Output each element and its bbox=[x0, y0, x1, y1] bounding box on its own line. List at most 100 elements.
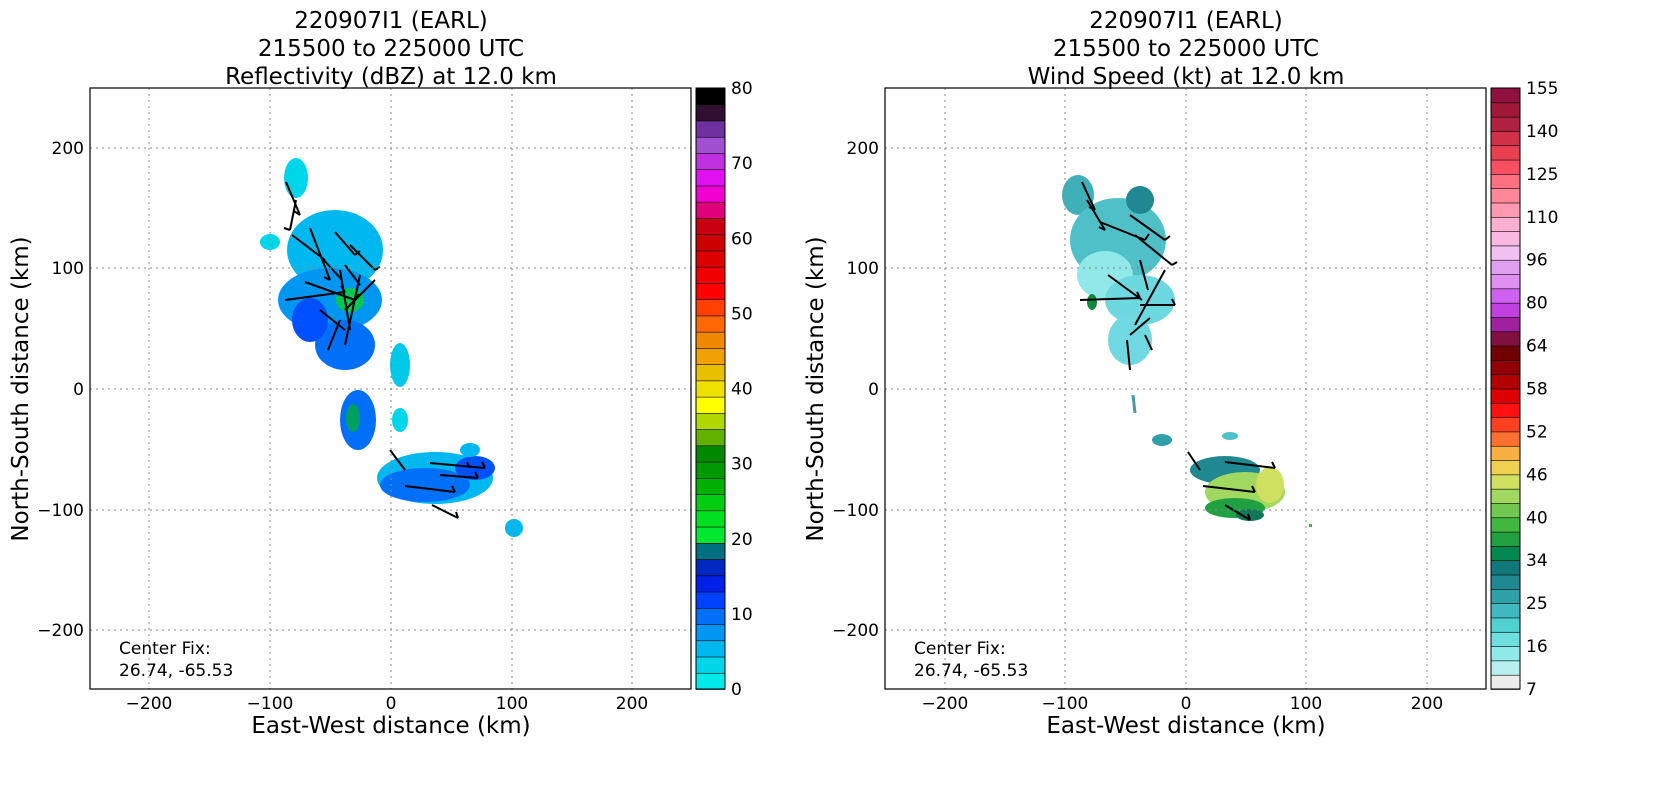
colorbar-swatch bbox=[1490, 230, 1521, 247]
panel-title-line-3: Reflectivity (dBZ) at 12.0 km bbox=[225, 64, 557, 90]
colorbar-swatch bbox=[1490, 173, 1521, 189]
colorbar-swatch bbox=[1490, 516, 1521, 533]
colorbar-swatch bbox=[695, 298, 726, 317]
center-fix-value: 26.74, -65.53 bbox=[119, 661, 233, 681]
wind-axes-frame bbox=[884, 87, 1487, 690]
colorbar-swatch bbox=[1490, 159, 1521, 175]
wind-colorbar: 7 16 25 34 40 46 52 58 64 80 96 110 125 140 155 bbox=[1490, 79, 1558, 700]
panel-title-line-1: 220907I1 (EARL) bbox=[1089, 8, 1283, 34]
colorbar-swatch bbox=[695, 542, 726, 560]
colorbar-swatch bbox=[695, 103, 726, 122]
colorbar-swatch bbox=[695, 591, 726, 609]
colorbar-tick-label: 60 bbox=[731, 229, 753, 249]
colorbar-swatch bbox=[695, 168, 726, 187]
colorbar-swatch bbox=[695, 526, 726, 544]
x-axis-label: East-West distance (km) bbox=[1046, 713, 1325, 739]
colorbar-swatch bbox=[695, 445, 726, 463]
colorbar-swatch bbox=[1490, 202, 1521, 218]
svg-text:200: 200 bbox=[1411, 694, 1443, 714]
colorbar-swatch bbox=[695, 315, 726, 333]
colorbar-swatch bbox=[695, 282, 726, 300]
x-axis-label: East-West distance (km) bbox=[251, 713, 530, 739]
reflectivity-colorbar-ticks: 0 10 20 30 40 50 60 70 80 bbox=[731, 79, 753, 700]
svg-text:0: 0 bbox=[868, 380, 879, 400]
colorbar-swatch bbox=[695, 331, 726, 349]
colorbar-swatch bbox=[695, 266, 726, 284]
colorbar-swatch bbox=[1490, 416, 1521, 433]
colorbar-tick-label: 25 bbox=[1526, 594, 1548, 614]
svg-text:−200: −200 bbox=[126, 694, 173, 714]
svg-text:−100: −100 bbox=[37, 501, 84, 521]
svg-text:−200: −200 bbox=[832, 621, 879, 641]
svg-text:0: 0 bbox=[386, 694, 397, 714]
colorbar-swatch bbox=[695, 347, 726, 365]
colorbar-swatch bbox=[695, 152, 726, 171]
colorbar-swatch bbox=[1490, 102, 1521, 118]
colorbar-swatch bbox=[1490, 488, 1521, 504]
colorbar-swatch bbox=[695, 558, 726, 577]
wind-colorbar-swatches bbox=[1490, 87, 1521, 690]
colorbar-swatch bbox=[1490, 574, 1521, 590]
colorbar-tick-label: 30 bbox=[731, 455, 753, 475]
y-axis-label: North-South distance (km) bbox=[8, 236, 34, 541]
center-fix-label: Center Fix: bbox=[119, 639, 211, 659]
colorbar-swatch bbox=[695, 250, 726, 268]
colorbar-tick-label: 52 bbox=[1526, 422, 1548, 442]
colorbar-swatch bbox=[1490, 288, 1521, 304]
colorbar-swatch bbox=[695, 87, 726, 106]
colorbar-tick-label: 80 bbox=[731, 79, 753, 99]
colorbar-tick-label: 34 bbox=[1526, 551, 1548, 571]
colorbar-swatch bbox=[1490, 373, 1521, 390]
colorbar-swatch bbox=[1490, 602, 1521, 619]
colorbar-swatch bbox=[695, 461, 726, 479]
colorbar-swatch bbox=[695, 623, 726, 642]
svg-text:100: 100 bbox=[52, 259, 84, 279]
panel-title-line-2: 215500 to 225000 UTC bbox=[1053, 36, 1319, 62]
colorbar-tick-label: 0 bbox=[731, 680, 742, 700]
colorbar-swatch bbox=[1490, 545, 1521, 562]
colorbar-swatch bbox=[1490, 116, 1521, 132]
svg-text:200: 200 bbox=[616, 694, 648, 714]
colorbar-tick-label: 70 bbox=[731, 154, 753, 174]
svg-text:−200: −200 bbox=[922, 694, 969, 714]
svg-text:0: 0 bbox=[1181, 694, 1192, 714]
colorbar-tick-label: 20 bbox=[731, 530, 753, 550]
colorbar-swatch bbox=[1490, 259, 1521, 275]
colorbar-tick-label: 40 bbox=[731, 380, 753, 400]
wind-panel: 220907I1 (EARL) 215500 to 225000 UTC Win… bbox=[803, 8, 1558, 739]
colorbar-swatch bbox=[695, 510, 726, 528]
svg-text:−100: −100 bbox=[1042, 694, 1089, 714]
svg-text:100: 100 bbox=[496, 694, 528, 714]
center-fix-value: 26.74, -65.53 bbox=[914, 661, 1028, 681]
reflectivity-panel: 220907I1 (EARL) 215500 to 225000 UTC Ref… bbox=[8, 8, 753, 739]
colorbar-swatch bbox=[1490, 445, 1521, 461]
colorbar-swatch bbox=[695, 412, 726, 430]
y-tick-labels: 200 100 0 −100 −200 bbox=[832, 139, 879, 641]
colorbar-swatch bbox=[1490, 502, 1521, 519]
colorbar-swatch bbox=[1490, 216, 1521, 232]
panel-title-line-2: 215500 to 225000 UTC bbox=[258, 36, 524, 62]
svg-text:100: 100 bbox=[847, 259, 879, 279]
colorbar-swatch bbox=[1490, 388, 1521, 404]
colorbar-tick-label: 64 bbox=[1526, 337, 1548, 357]
colorbar-swatch bbox=[695, 477, 726, 495]
colorbar-swatch bbox=[1490, 87, 1521, 104]
colorbar-tick-label: 125 bbox=[1526, 165, 1558, 185]
colorbar-swatch bbox=[1490, 302, 1521, 318]
svg-text:200: 200 bbox=[52, 139, 84, 159]
svg-text:−200: −200 bbox=[37, 621, 84, 641]
colorbar-swatch bbox=[695, 607, 726, 625]
colorbar-tick-label: 40 bbox=[1526, 508, 1548, 528]
colorbar-swatch bbox=[1490, 245, 1521, 261]
colorbar-swatch bbox=[695, 233, 726, 252]
reflectivity-colorbar: 0 10 20 30 40 50 60 70 80 bbox=[695, 79, 753, 700]
colorbar-swatch bbox=[1490, 617, 1521, 633]
svg-text:0: 0 bbox=[73, 380, 84, 400]
colorbar-tick-label: 10 bbox=[731, 605, 753, 625]
colorbar-swatch bbox=[1490, 187, 1521, 204]
svg-text:100: 100 bbox=[1290, 694, 1322, 714]
colorbar-swatch bbox=[1490, 402, 1521, 418]
reflectivity-colorbar-swatches bbox=[695, 87, 726, 690]
svg-text:200: 200 bbox=[847, 139, 879, 159]
